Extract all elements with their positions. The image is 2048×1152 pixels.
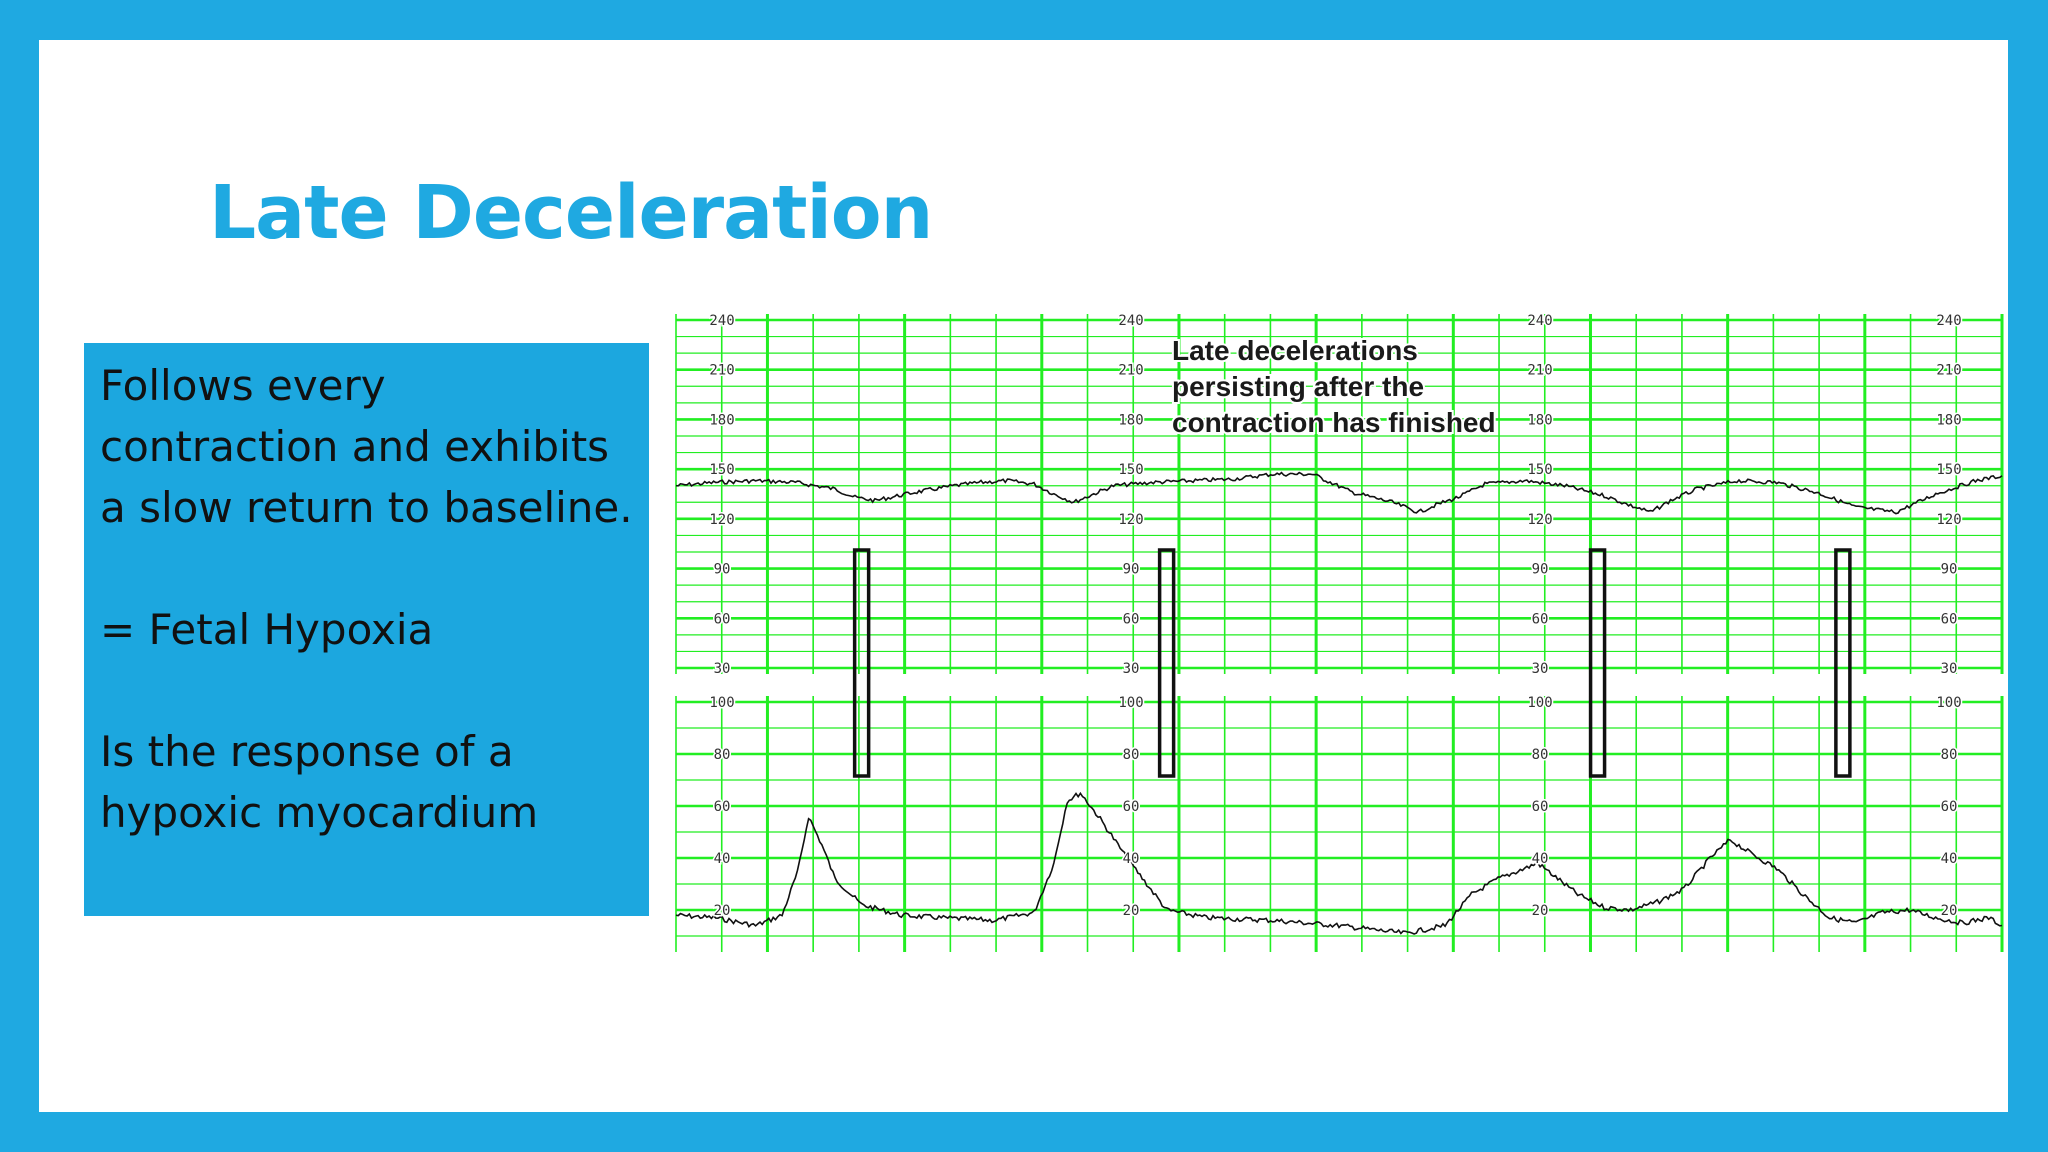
ctg-tick-labels: 240 210 180 150 120 90 60 30 100 80 60 40 20 240 210 18… <box>708 312 1963 921</box>
fhr-tick-label: 60 <box>1123 611 1140 627</box>
fhr-trace <box>675 471 2003 515</box>
fhr-tick-label: 240 <box>1936 313 1961 329</box>
slide: Late Deceleration Follows every contract… <box>39 40 2008 1112</box>
fhr-tick-label: 30 <box>714 661 731 677</box>
fhr-tick-label: 30 <box>1123 661 1140 677</box>
lag-marker <box>1157 548 1176 778</box>
slide-title: Late Deceleration <box>209 170 933 256</box>
uc-tick-label: 100 <box>709 695 734 711</box>
uc-tick-label: 20 <box>1123 903 1140 919</box>
fhr-tick-label: 30 <box>1941 661 1958 677</box>
uc-tick-label: 100 <box>1527 695 1552 711</box>
ctg-grid <box>675 314 2004 952</box>
fhr-tick-label: 90 <box>1532 562 1549 578</box>
fhr-tick-label: 180 <box>1118 412 1143 428</box>
fhr-tick-label: 150 <box>709 462 734 478</box>
ctg-markers: Late decelerations persisting after the co… <box>852 333 1852 778</box>
ctg-annotation: Late decelerations persisting after the co… <box>1172 335 1496 438</box>
uc-tick-label: 60 <box>714 799 731 815</box>
fhr-tick-label: 120 <box>1527 512 1552 528</box>
uc-trace <box>675 791 2003 935</box>
fhr-tick-label: 180 <box>1936 412 1961 428</box>
fhr-tick-label: 150 <box>1936 462 1961 478</box>
fhr-tick-label: 180 <box>709 412 734 428</box>
uc-tick-label: 60 <box>1532 799 1549 815</box>
fhr-tick-label: 240 <box>1527 313 1552 329</box>
lag-marker <box>852 548 871 778</box>
lag-marker <box>1588 548 1607 778</box>
ctg-traces <box>675 471 2003 935</box>
text-line: contraction and exhibits <box>100 422 610 471</box>
text-line: a slow return to baseline. <box>100 483 633 532</box>
fhr-tick-label: 180 <box>1527 412 1552 428</box>
text-line: Follows every <box>100 361 386 410</box>
fhr-tick-label: 60 <box>1941 611 1958 627</box>
text-line: = Fetal Hypoxia <box>100 605 434 654</box>
fhr-tick-label: 240 <box>709 313 734 329</box>
ctg-chart: 240 210 180 150 120 90 60 30 100 80 60 40 20 240 210 18… <box>675 312 2004 952</box>
fhr-tick-label: 90 <box>1123 562 1140 578</box>
fhr-tick-label: 210 <box>1527 363 1552 379</box>
annotation-line: persisting after the <box>1172 371 1424 402</box>
uc-tick-label: 40 <box>714 851 731 867</box>
text-line: Is the response of a <box>100 727 514 776</box>
fhr-tick-label: 210 <box>1936 363 1961 379</box>
fhr-tick-label: 120 <box>1936 512 1961 528</box>
uc-tick-label: 20 <box>1941 903 1958 919</box>
uc-tick-label: 40 <box>1532 851 1549 867</box>
uc-tick-label: 40 <box>1123 851 1140 867</box>
uc-tick-label: 80 <box>714 747 731 763</box>
lag-marker <box>1834 548 1852 778</box>
fhr-tick-label: 150 <box>1527 462 1552 478</box>
fhr-tick-label: 120 <box>709 512 734 528</box>
fhr-tick-label: 210 <box>1118 363 1143 379</box>
fhr-tick-label: 240 <box>1118 313 1143 329</box>
text-line: hypoxic myocardium <box>100 788 539 837</box>
fhr-tick-label: 90 <box>714 562 731 578</box>
fhr-tick-label: 60 <box>714 611 731 627</box>
uc-tick-label: 80 <box>1941 747 1958 763</box>
uc-tick-label: 100 <box>1936 695 1961 711</box>
fhr-tick-label: 210 <box>709 363 734 379</box>
fhr-tick-label: 150 <box>1118 462 1143 478</box>
fhr-tick-label: 90 <box>1941 562 1958 578</box>
uc-tick-label: 20 <box>1532 903 1549 919</box>
uc-tick-label: 100 <box>1118 695 1143 711</box>
fhr-tick-label: 60 <box>1532 611 1549 627</box>
annotation-line: contraction has finished <box>1172 407 1496 438</box>
fhr-tick-label: 120 <box>1118 512 1143 528</box>
uc-tick-label: 20 <box>714 903 731 919</box>
uc-tick-label: 60 <box>1941 799 1958 815</box>
uc-tick-label: 60 <box>1123 799 1140 815</box>
uc-tick-label: 80 <box>1532 747 1549 763</box>
uc-tick-label: 40 <box>1941 851 1958 867</box>
uc-tick-label: 80 <box>1123 747 1140 763</box>
fhr-tick-label: 30 <box>1532 661 1549 677</box>
annotation-line: Late decelerations <box>1172 335 1418 366</box>
text-box: Follows every contraction and exhibits a… <box>84 343 649 916</box>
